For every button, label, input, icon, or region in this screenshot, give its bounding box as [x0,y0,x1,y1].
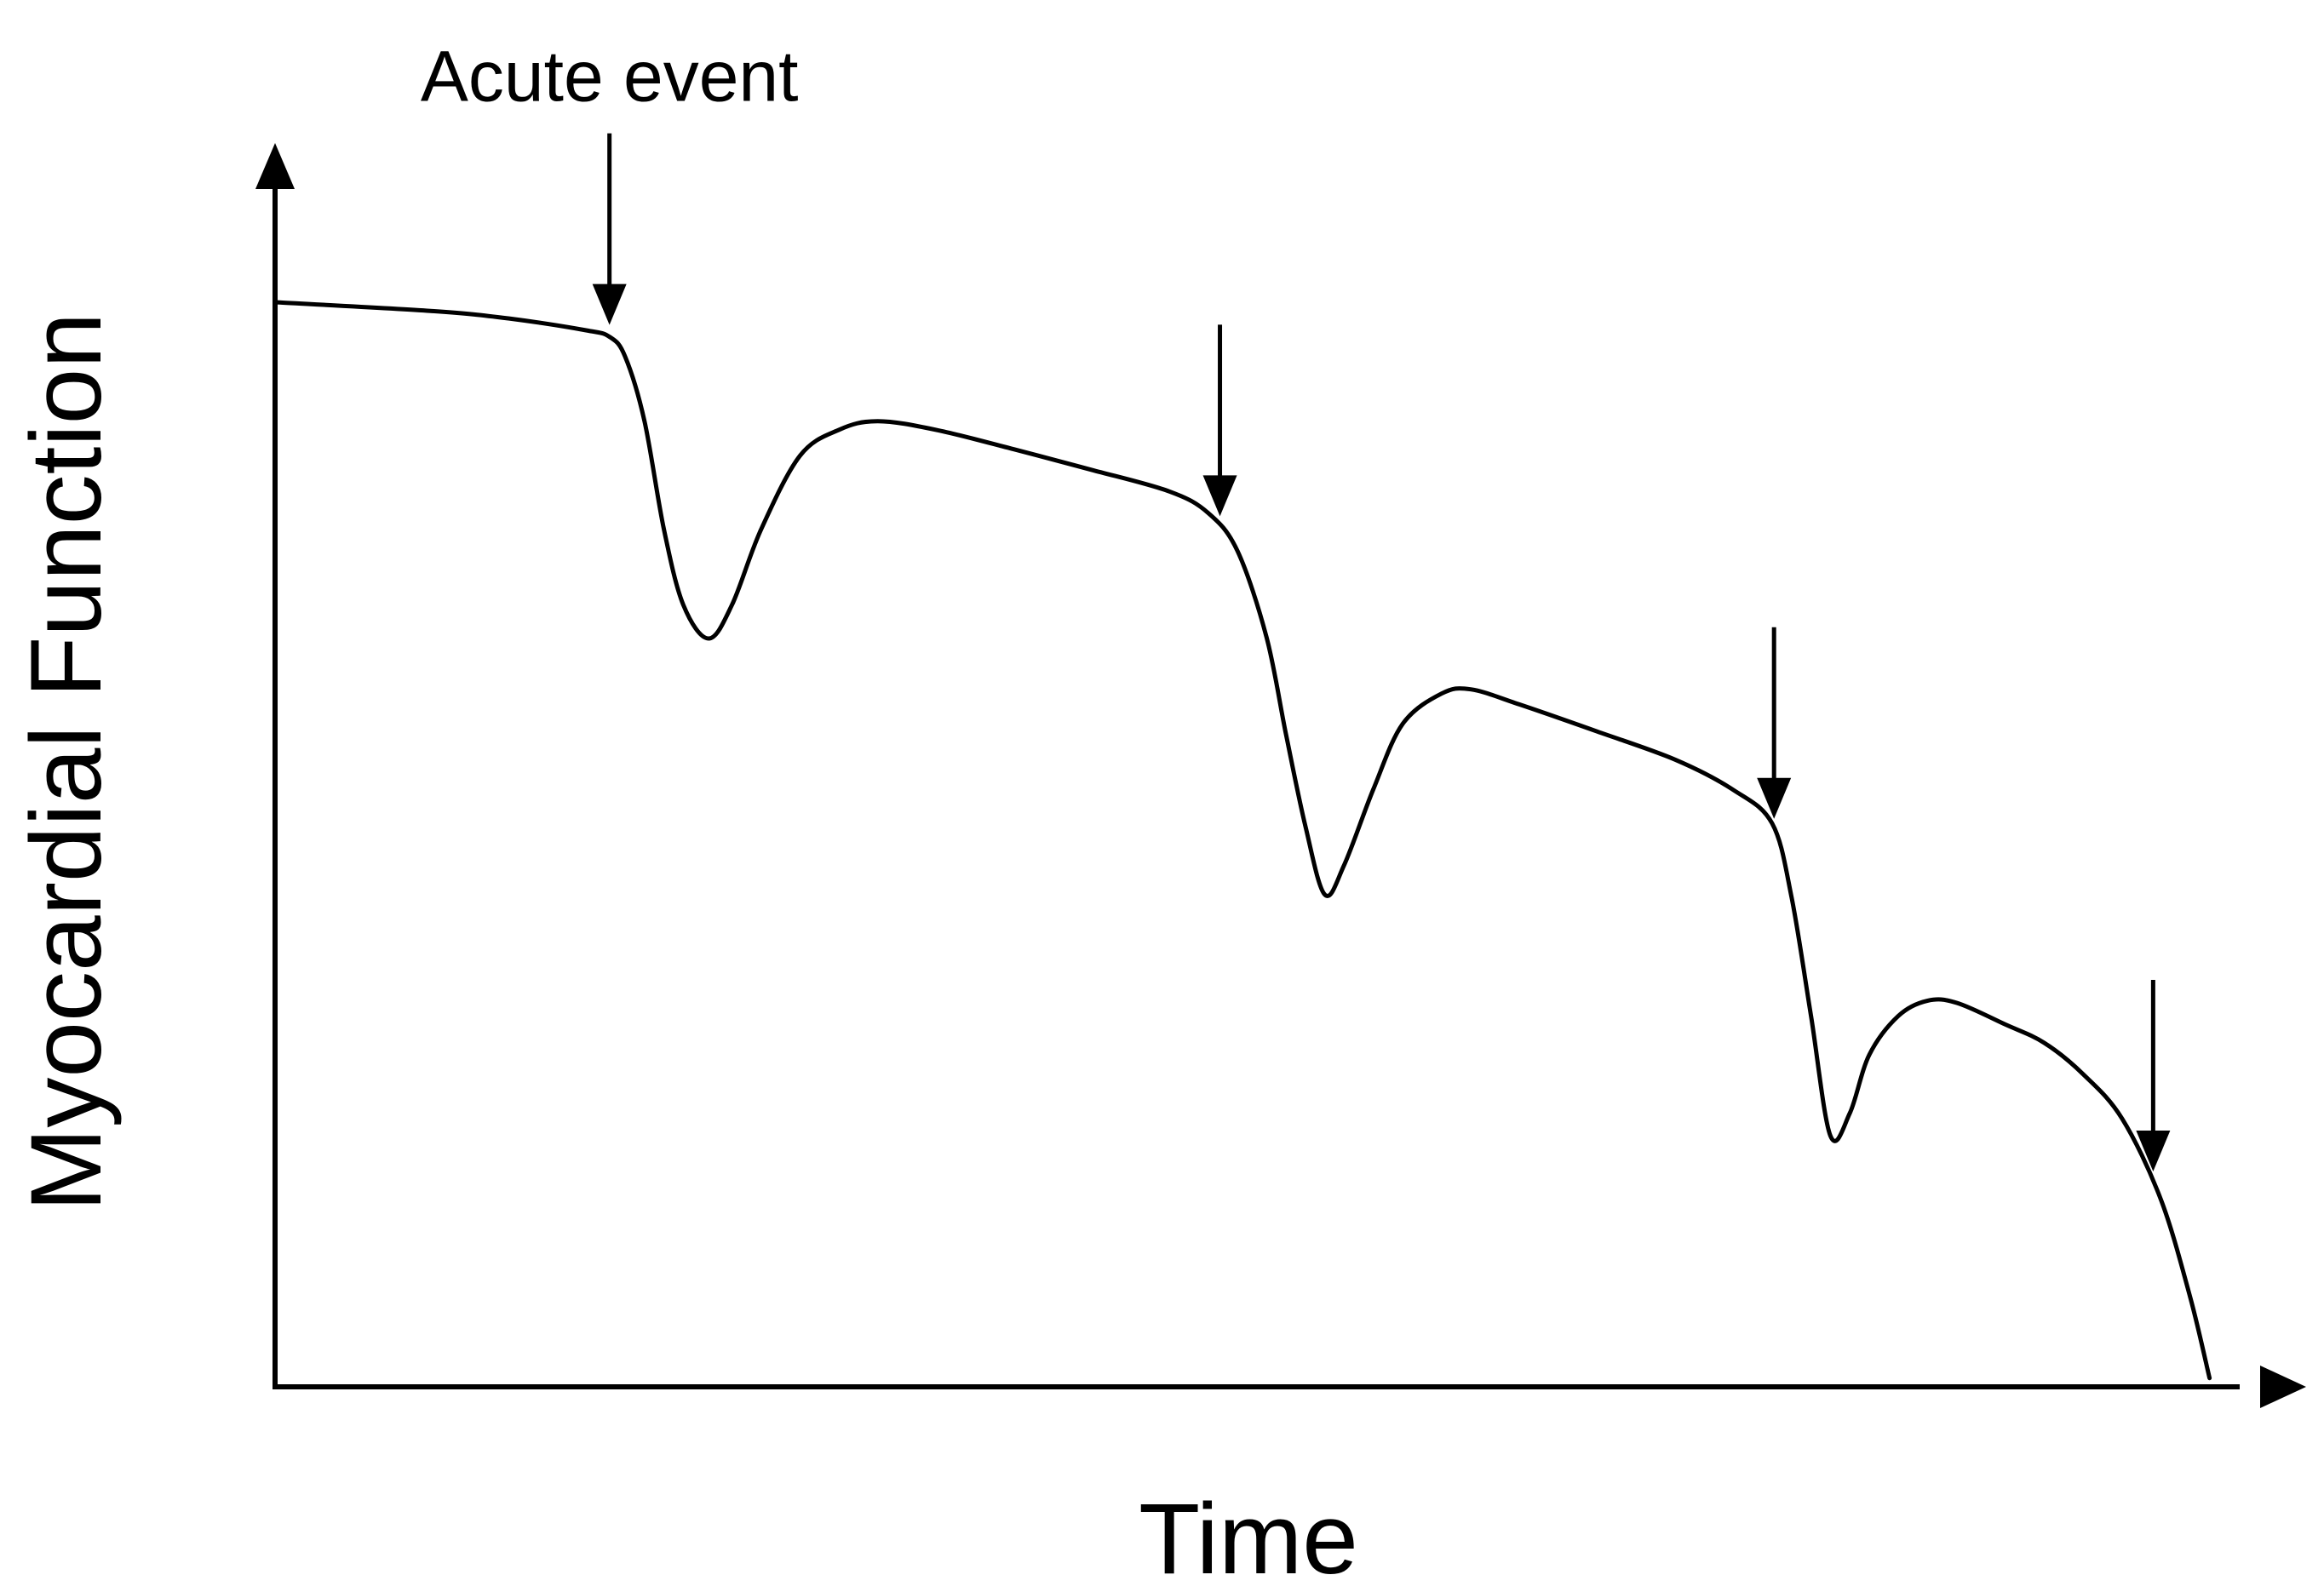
event-arrow-head [592,283,627,325]
event-arrow-2 [1757,627,1792,819]
event-arrow-head [1757,777,1792,819]
event-arrow-head [1202,475,1237,517]
x-axis-label: Time [1139,1483,1358,1592]
y-axis-arrowhead [255,143,295,189]
axes [255,143,2306,1408]
series-layer [273,300,2212,1381]
series-line-0 [273,300,2212,1381]
annotation-layer: Acute event [421,37,2171,1172]
event-arrow-0: Acute event [421,37,799,325]
y-axis-label: Myocardial Function [10,312,123,1211]
x-axis-arrowhead [2260,1366,2306,1408]
event-arrow-3 [2136,980,2171,1172]
event-arrow-head [2136,1131,2171,1172]
event-arrow-1 [1202,324,1237,517]
annotation-label: Acute event [421,37,799,117]
